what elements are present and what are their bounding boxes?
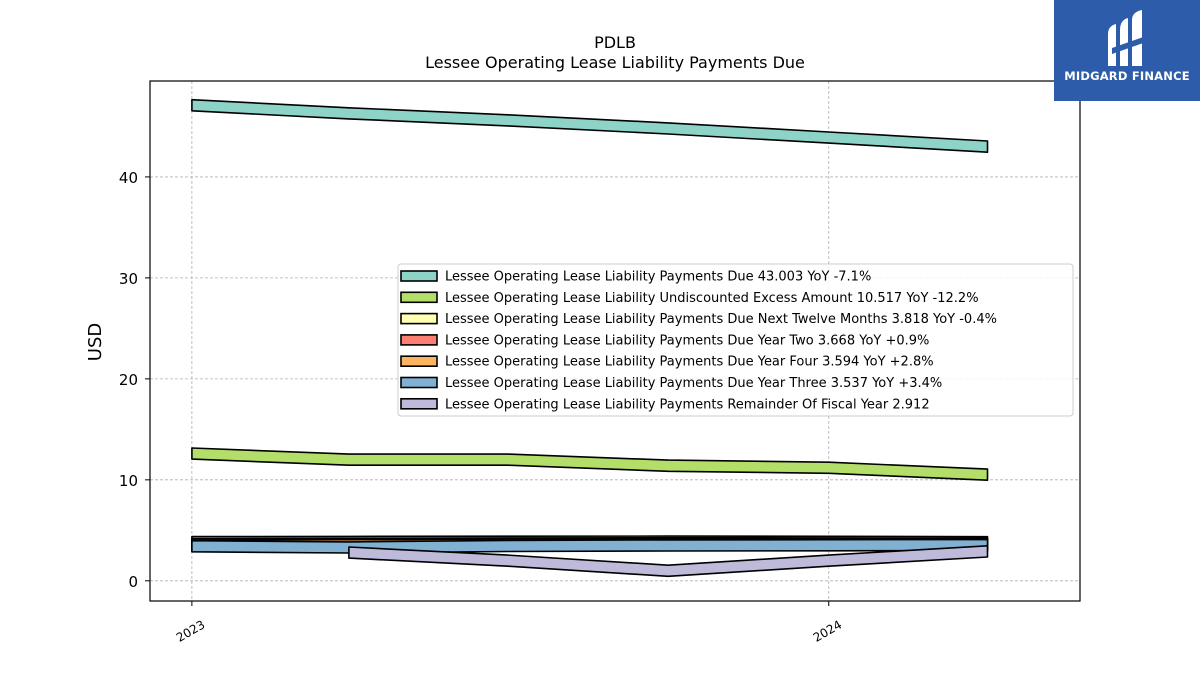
y-tick-label: 30 (119, 270, 138, 288)
series-band-6 (191, 538, 989, 554)
legend-label: Lessee Operating Lease Liability Undisco… (445, 291, 979, 306)
legend-label: Lessee Operating Lease Liability Payment… (445, 270, 871, 285)
legend-swatch (400, 397, 438, 410)
y-axis-label: USD (85, 323, 106, 361)
y-tick-label: 20 (119, 371, 138, 389)
logo-text: MIDGARD FINANCE (1064, 69, 1190, 83)
plot-frame (149, 80, 1081, 602)
legend-swatch (400, 291, 438, 304)
legend-label: Lessee Operating Lease Liability Payment… (445, 355, 934, 370)
legend-label: Lessee Operating Lease Liability Payment… (445, 312, 997, 327)
legend-swatch (400, 334, 438, 346)
chart-subtitle: Lessee Operating Lease Liability Payment… (425, 53, 805, 72)
x-tick-label: 2023 (174, 617, 207, 644)
series-band-2 (191, 447, 989, 482)
logo-mark-icon (1108, 10, 1146, 66)
legend-swatch (400, 270, 438, 282)
y-tick-label: 0 (128, 573, 138, 591)
legend-label: Lessee Operating Lease Liability Payment… (445, 376, 942, 391)
legend-swatch (400, 355, 438, 368)
y-tick-label: 40 (119, 169, 138, 187)
brand-logo: MIDGARD FINANCE (1054, 0, 1200, 101)
legend: Lessee Operating Lease Liability Payment… (397, 263, 1074, 417)
legend-swatch (400, 376, 438, 389)
y-tick-label: 10 (119, 472, 138, 490)
chart-title: PDLB (594, 33, 636, 52)
series-layer (191, 98, 989, 578)
series-band-1 (191, 98, 989, 153)
legend-label: Lessee Operating Lease Liability Payment… (445, 333, 929, 348)
series-band-7 (348, 544, 989, 578)
legend-box (397, 263, 1074, 417)
x-tick-label: 2024 (811, 617, 844, 644)
legend-swatch (400, 312, 438, 325)
legend-label: Lessee Operating Lease Liability Payment… (445, 397, 930, 412)
